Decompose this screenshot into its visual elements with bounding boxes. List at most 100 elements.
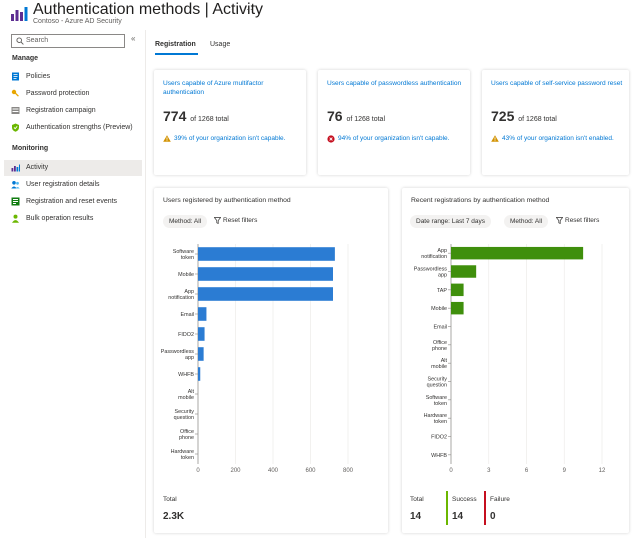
kpi-value: 76 of 1268 total bbox=[327, 108, 385, 124]
y-category-label: Security question bbox=[174, 409, 195, 421]
y-category-label: Email bbox=[181, 312, 194, 318]
y-category-label: Office phone bbox=[432, 340, 447, 352]
y-category-label: Email bbox=[434, 325, 447, 331]
kpi-suffix: of 1268 total bbox=[518, 116, 557, 123]
shield-icon bbox=[12, 123, 19, 132]
y-category-label-line: Mobile bbox=[178, 272, 194, 278]
bar-software-token bbox=[198, 247, 335, 261]
y-category-label-line: notification bbox=[421, 254, 447, 260]
sidebar-item-label: Policies bbox=[26, 73, 51, 80]
y-category-label: Passwordless app bbox=[161, 349, 195, 361]
total-value: 2.3K bbox=[163, 511, 185, 522]
kpi-value: 725 of 1268 total bbox=[491, 108, 557, 124]
manage-section-heading: Manage bbox=[12, 55, 39, 62]
sidebar-item-bulk-operation-results[interactable]: Bulk operation results bbox=[4, 211, 142, 227]
kpi-value: 774 of 1268 total bbox=[163, 108, 229, 124]
kpi-label[interactable]: Users capable of self-service password r… bbox=[491, 80, 623, 87]
more-options-button[interactable]: ... bbox=[243, 2, 254, 12]
y-category-label-line: question bbox=[174, 415, 194, 421]
kpi-suffix: of 1268 total bbox=[190, 116, 229, 123]
y-category-label-line: Alt bbox=[441, 358, 448, 364]
activity-icon bbox=[11, 164, 20, 172]
filter-icon bbox=[555, 217, 564, 225]
sidebar-item-activity[interactable]: Activity bbox=[4, 160, 142, 176]
tab-registration[interactable]: Registration bbox=[155, 41, 196, 48]
reset-filters-button[interactable]: Reset filters bbox=[213, 217, 257, 225]
y-category-label-line: token bbox=[434, 419, 447, 425]
sidebar-item-registration-reset-events[interactable]: Registration and reset events bbox=[4, 194, 142, 210]
y-category-label: Software token bbox=[173, 249, 194, 261]
y-category-label: Alt mobile bbox=[178, 389, 194, 401]
bulk-icon bbox=[12, 214, 19, 223]
kpi-card-sspr[interactable]: Users capable of self-service password r… bbox=[482, 70, 629, 175]
sidebar-item-authentication-strengths[interactable]: Authentication strengths (Preview) bbox=[4, 120, 142, 136]
y-category-label-line: Software bbox=[173, 249, 194, 255]
key-icon bbox=[11, 89, 19, 97]
page-subtitle: Contoso - Azure AD Security bbox=[33, 18, 122, 25]
y-category-label: WHFB bbox=[431, 453, 447, 459]
kpi-card-passwordless[interactable]: Users capable of passwordless authentica… bbox=[318, 70, 470, 175]
filter-icon bbox=[213, 217, 222, 225]
recent-registrations-card: Recent registrations by authentication m… bbox=[402, 188, 629, 533]
x-tick-label: 6 bbox=[525, 468, 529, 474]
bar-mobile bbox=[451, 301, 464, 315]
y-category-label-line: question bbox=[427, 383, 447, 389]
failure-indicator bbox=[484, 491, 486, 525]
y-category-label-line: notification bbox=[168, 295, 194, 301]
sidebar-item-policies[interactable]: Policies bbox=[4, 69, 142, 85]
sidebar-item-label: User registration details bbox=[26, 181, 100, 188]
x-tick-label: 9 bbox=[563, 468, 567, 474]
bar-app-notification bbox=[451, 246, 584, 260]
y-category-label-line: App bbox=[184, 289, 194, 295]
kpi-label[interactable]: Users capable of passwordless authentica… bbox=[327, 80, 462, 87]
y-category-label-line: Email bbox=[434, 325, 447, 331]
y-category-label-line: token bbox=[181, 455, 194, 461]
bar-email bbox=[198, 307, 207, 321]
success-value: 14 bbox=[452, 511, 464, 522]
y-category-label-line: token bbox=[181, 255, 194, 261]
sidebar-item-label: Password protection bbox=[26, 90, 90, 97]
method-filter-pill[interactable]: Method: All bbox=[504, 215, 549, 228]
bar-passwordless-app bbox=[198, 347, 204, 361]
y-category-label-line: Office bbox=[433, 340, 447, 346]
y-category-label: Security question bbox=[427, 377, 448, 389]
chart-title: Recent registrations by authentication m… bbox=[411, 197, 550, 204]
y-category-label: Alt mobile bbox=[431, 358, 447, 370]
kpi-card-mfa[interactable]: Users capable of Azure multifactor authe… bbox=[154, 70, 306, 175]
success-label: Success bbox=[452, 496, 477, 503]
activity-logo-icon bbox=[11, 7, 28, 21]
users-icon bbox=[11, 181, 20, 189]
y-category-label-line: FIDO2 bbox=[178, 332, 194, 338]
recent-registrations-bar-chart: 0 3 6 9 12 App notification Passwordless app TAP M… bbox=[414, 244, 606, 474]
sidebar-item-password-protection[interactable]: Password protection bbox=[4, 86, 142, 102]
y-category-label-line: Email bbox=[181, 312, 194, 318]
sidebar-item-label: Activity bbox=[26, 164, 49, 171]
y-category-label: Hardware token bbox=[171, 449, 194, 461]
kpi-note-text[interactable]: 39% of your organization isn't capable. bbox=[174, 135, 286, 142]
method-filter-pill[interactable]: Method: All bbox=[163, 215, 208, 228]
y-category-label-line: phone bbox=[179, 435, 194, 441]
kpi-label[interactable]: Users capable of Azure multifactor authe… bbox=[163, 80, 264, 96]
x-tick-label: 400 bbox=[268, 468, 279, 474]
y-category-label-line: Security bbox=[175, 409, 195, 415]
tab-usage[interactable]: Usage bbox=[210, 41, 231, 48]
y-category-label: App notification bbox=[421, 248, 447, 260]
x-tick-label: 3 bbox=[487, 468, 491, 474]
kpi-note-text[interactable]: 94% of your organization isn't capable. bbox=[338, 135, 450, 142]
search-input[interactable]: Search bbox=[11, 34, 125, 48]
sidebar-item-label: Registration campaign bbox=[26, 107, 96, 114]
y-category-label: Mobile bbox=[178, 272, 194, 278]
sidebar-item-registration-campaign[interactable]: Registration campaign bbox=[4, 103, 142, 119]
search-placeholder: Search bbox=[26, 37, 49, 44]
y-category-label: TAP bbox=[437, 288, 447, 294]
sidebar-item-user-registration-details[interactable]: User registration details bbox=[4, 177, 142, 193]
date-range-filter-pill[interactable]: Date range: Last 7 days bbox=[410, 215, 492, 228]
kpi-suffix: of 1268 total bbox=[346, 116, 385, 123]
collapse-sidebar-button[interactable]: « bbox=[131, 34, 136, 43]
reset-filters-button[interactable]: Reset filters bbox=[555, 217, 599, 225]
sidebar-item-label: Authentication strengths (Preview) bbox=[26, 124, 133, 131]
y-category-label: Hardware token bbox=[424, 413, 447, 425]
y-category-label-line: Office bbox=[180, 429, 194, 435]
kpi-note-text[interactable]: 43% of your organization isn't enabled. bbox=[502, 135, 614, 142]
